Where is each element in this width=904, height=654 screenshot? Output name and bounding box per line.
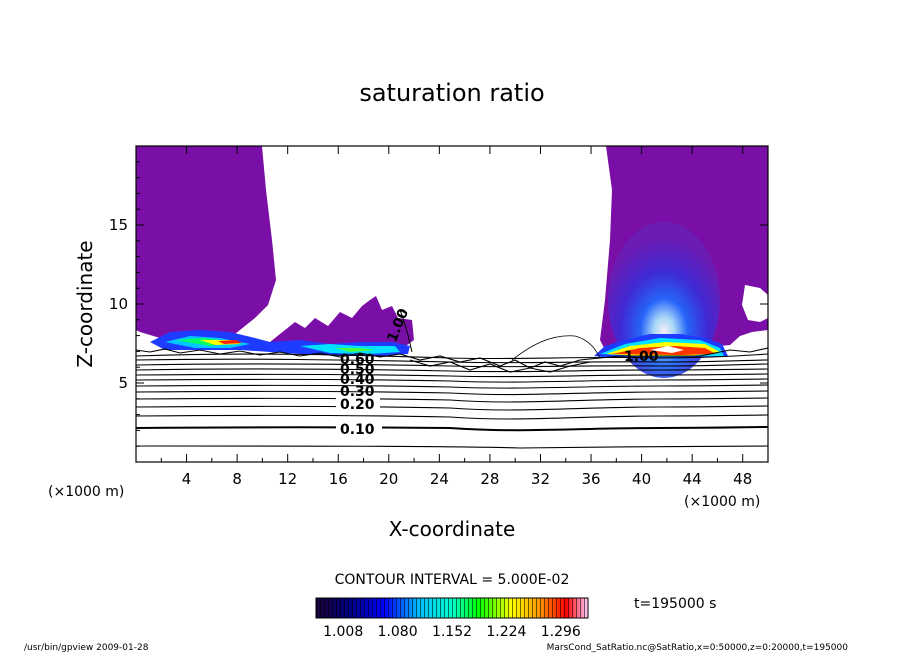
contour-label-0.60: 0.60	[340, 352, 375, 368]
x-tick-label: 20	[379, 470, 398, 488]
contour-lines	[136, 309, 768, 449]
chart-title: saturation ratio	[359, 79, 544, 107]
contour-label-1.00-right: 1.00	[624, 349, 659, 365]
contour-interval: CONTOUR INTERVAL = 5.000E-02	[335, 572, 570, 588]
x-tick-label: 36	[581, 470, 600, 488]
colorbar-tick-label: 1.080	[378, 624, 418, 640]
x-unit-left: (×1000 m)	[48, 484, 124, 500]
supersaturated-region-mid	[270, 296, 414, 352]
footer-left: /usr/bin/gpview 2009-01-28	[24, 643, 149, 653]
x-tick-label: 4	[182, 470, 192, 488]
x-axis-label: X-coordinate	[389, 517, 516, 541]
colorbar-tick-labels: 1.008 1.080 1.152 1.224 1.296	[323, 624, 581, 640]
x-tick-label: 44	[683, 470, 702, 488]
x-axis: 4 8 12 16 20 24 28 32 36 40 44 48	[160, 146, 752, 488]
colorbar-tick-label: 1.296	[541, 624, 581, 640]
plot-field: 0.10 0.20 0.30 0.40 0.50 0.60 1.00 1.00	[136, 146, 768, 462]
x-unit-right: (×1000 m)	[684, 494, 760, 510]
supersaturated-region-left	[136, 146, 276, 340]
colorbar-tick-label: 1.008	[323, 624, 363, 640]
contour-label-0.40: 0.40	[340, 372, 375, 388]
x-tick-label: 12	[278, 470, 297, 488]
y-tick-label: 5	[118, 374, 128, 392]
colorbar-tick-label: 1.152	[432, 624, 472, 640]
x-tick-label: 24	[430, 470, 449, 488]
y-axis-label: Z-coordinate	[73, 240, 97, 367]
footer-right: MarsCond_SatRatio.nc@SatRatio,x=0:50000,…	[547, 643, 849, 653]
contour-label-0.10: 0.10	[340, 422, 375, 438]
contour-label-0.50: 0.50	[340, 362, 375, 378]
y-axis: 5 10 15	[109, 161, 768, 447]
x-tick-label: 28	[480, 470, 499, 488]
colorbar	[315, 597, 589, 619]
y-tick-label: 10	[109, 295, 128, 313]
x-tick-label: 8	[232, 470, 242, 488]
time-label: t=195000 s	[634, 596, 716, 612]
y-tick-label: 15	[109, 216, 128, 234]
colorbar-tick-label: 1.224	[486, 624, 526, 640]
x-tick-label: 48	[733, 470, 752, 488]
x-tick-label: 16	[329, 470, 348, 488]
x-tick-label: 32	[531, 470, 550, 488]
contour-label-0.20: 0.20	[340, 397, 375, 413]
contour-label-0.30: 0.30	[340, 384, 375, 400]
x-tick-label: 40	[632, 470, 651, 488]
